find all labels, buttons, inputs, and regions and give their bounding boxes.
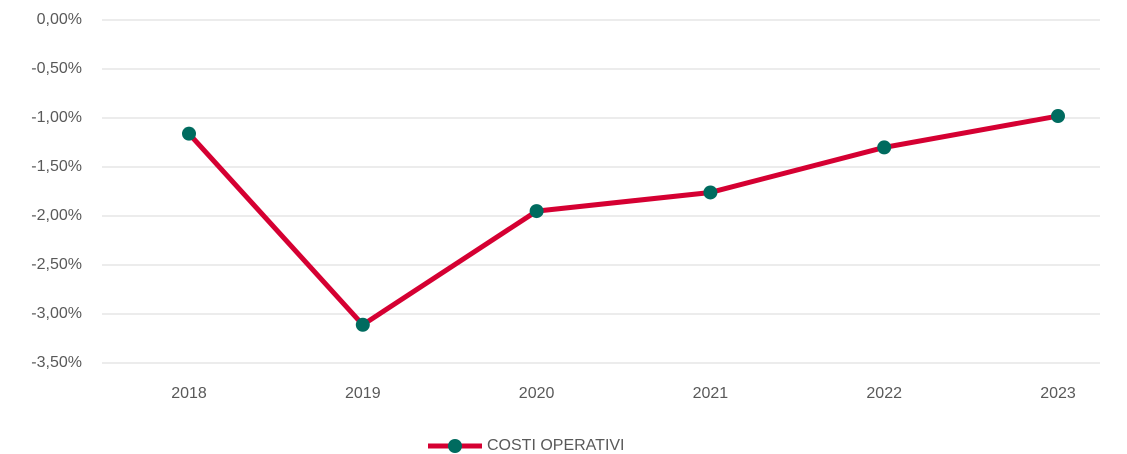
y-tick-label: -2,50%: [31, 256, 82, 273]
legend-label: COSTI OPERATIVI: [487, 437, 625, 454]
series-line: [187, 113, 1059, 328]
y-tick-label: -1,00%: [31, 109, 82, 126]
x-tick-label: 2018: [171, 385, 207, 402]
data-point: [1051, 109, 1065, 124]
y-tick-label: -2,00%: [31, 207, 82, 224]
x-tick-label: 2021: [693, 385, 729, 402]
y-tick-label: -3,00%: [31, 305, 82, 322]
data-point: [529, 204, 544, 219]
x-tick-label: 2019: [345, 385, 381, 402]
x-tick-label: 2023: [1040, 385, 1076, 402]
legend-marker: [448, 439, 462, 453]
y-tick-label: -1,50%: [31, 158, 82, 175]
y-tick-label: 0,00%: [37, 11, 82, 28]
data-point: [182, 126, 196, 141]
y-tick-label: -3,50%: [31, 354, 82, 371]
data-point: [703, 185, 718, 200]
data-point: [355, 317, 370, 332]
data-point: [877, 140, 892, 155]
x-tick-label: 2020: [519, 385, 555, 402]
x-tick-label: 2022: [866, 385, 902, 402]
y-tick-label: -0,50%: [31, 60, 82, 77]
